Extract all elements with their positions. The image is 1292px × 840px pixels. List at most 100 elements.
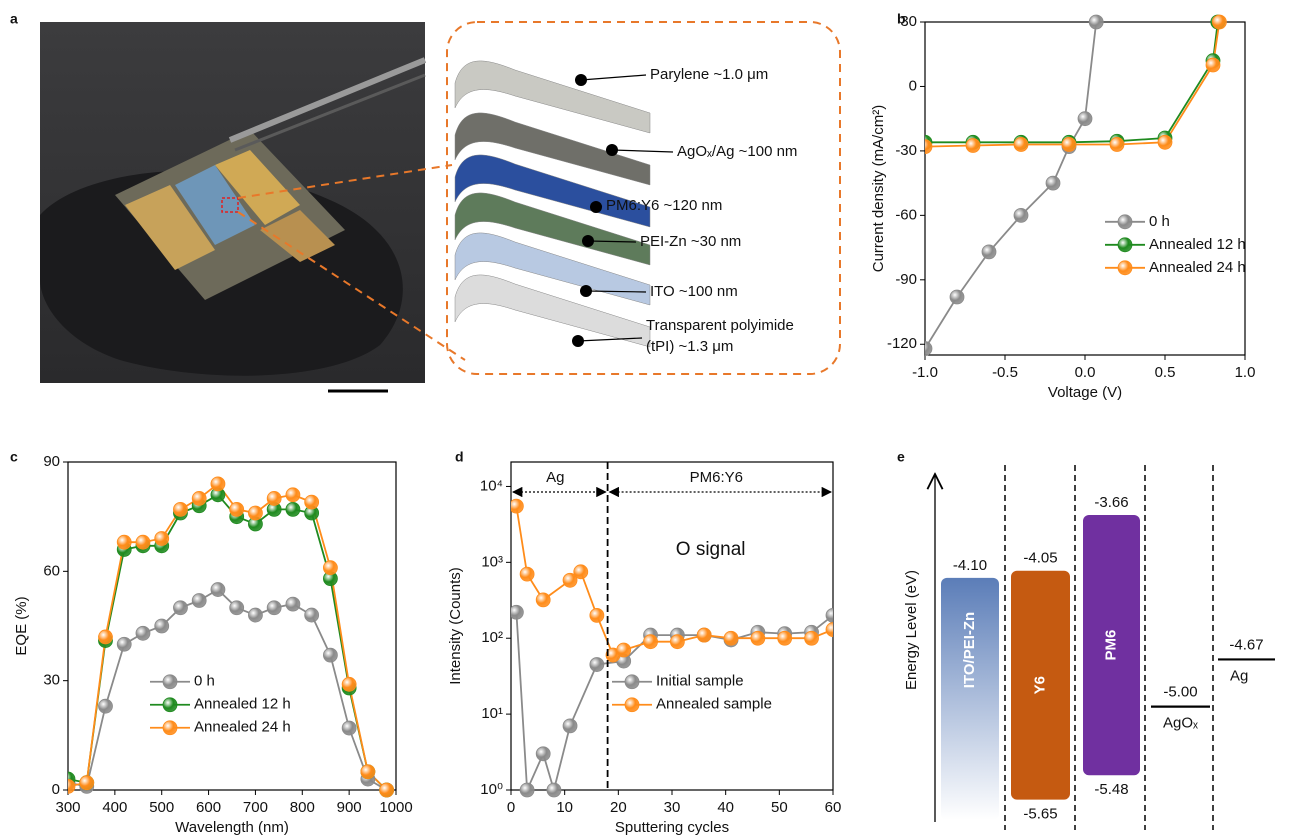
x-tick-label: 40 <box>717 799 734 816</box>
y-tick-label: -90 <box>895 271 917 288</box>
marker <box>136 626 150 640</box>
y-tick-label: 0 <box>909 77 917 94</box>
legend-marker <box>625 675 639 689</box>
series-line <box>68 484 387 790</box>
marker <box>918 140 932 154</box>
series-line <box>925 22 1219 147</box>
marker <box>1078 112 1092 126</box>
x-tick-label: 20 <box>610 799 627 816</box>
plot-area <box>61 477 394 797</box>
y-tick-label: 10² <box>481 629 503 646</box>
marker <box>805 631 819 645</box>
x-tick-label: 10 <box>556 799 573 816</box>
legend-label: Annealed 24 h <box>1149 259 1246 276</box>
layer-label: PEI-Zn ~30 nm <box>640 233 741 250</box>
marker <box>826 608 840 622</box>
plot-area <box>918 15 1226 356</box>
x-tick-label: -1.0 <box>912 364 938 381</box>
y-tick-label: 90 <box>43 453 60 470</box>
legend-label: 0 h <box>1149 213 1170 230</box>
marker <box>1212 15 1226 29</box>
marker <box>950 290 964 304</box>
marker <box>1062 137 1076 151</box>
legend-marker <box>163 698 177 712</box>
y-tick-label: 60 <box>43 562 60 579</box>
legend-marker <box>163 721 177 735</box>
legend-marker <box>163 675 177 689</box>
leader-dot <box>575 74 587 86</box>
y-tick-label: 10³ <box>481 553 503 570</box>
legend-marker <box>1118 215 1132 229</box>
layer-label: Parylene ~1.0 μm <box>650 66 768 83</box>
marker <box>982 245 996 259</box>
x-tick-label: 0.0 <box>1075 364 1096 381</box>
value-label: -5.48 <box>1094 781 1128 798</box>
legend-label: Annealed 24 h <box>194 719 291 736</box>
marker <box>211 583 225 597</box>
marker <box>918 342 932 356</box>
x-tick-label: 500 <box>149 799 174 816</box>
marker <box>547 783 561 797</box>
x-tick-label: 1.0 <box>1235 364 1256 381</box>
marker <box>323 648 337 662</box>
marker <box>305 495 319 509</box>
legend-label: Annealed 12 h <box>194 696 291 713</box>
legend-label: Annealed sample <box>656 696 772 713</box>
marker <box>286 502 300 516</box>
y-axis-label: Current density (mA/cm²) <box>870 105 887 273</box>
y-tick-label: 30 <box>43 672 60 689</box>
layer-label: Transparent polyimide <box>646 317 794 334</box>
x-tick-label: 400 <box>102 799 127 816</box>
marker <box>155 532 169 546</box>
layer-label: (tPI) ~1.3 μm <box>646 338 733 355</box>
marker <box>248 608 262 622</box>
marker <box>305 608 319 622</box>
x-axis-label: Wavelength (nm) <box>175 819 289 836</box>
value-label: -5.65 <box>1023 806 1057 823</box>
bar-name: Y6 <box>1031 676 1048 694</box>
y-tick-label: 0 <box>52 781 60 798</box>
level-name: AgOₓ <box>1163 715 1198 732</box>
leader-line <box>581 75 646 80</box>
marker <box>536 747 550 761</box>
marker <box>966 139 980 153</box>
x-tick-label: 0 <box>507 799 515 816</box>
marker <box>192 491 206 505</box>
value-label: -4.67 <box>1229 636 1263 653</box>
marker <box>211 477 225 491</box>
plot-area <box>509 499 840 797</box>
x-tick-label: 600 <box>196 799 221 816</box>
marker <box>380 783 394 797</box>
series-line <box>925 22 1218 142</box>
marker <box>724 631 738 645</box>
marker <box>61 779 75 793</box>
y-tick-label: -120 <box>887 335 917 352</box>
x-tick-label: 1000 <box>379 799 412 816</box>
marker <box>697 628 711 642</box>
bar-name: PM6 <box>1102 630 1119 661</box>
marker <box>230 601 244 615</box>
marker <box>98 699 112 713</box>
value-label: -3.66 <box>1094 494 1128 511</box>
marker <box>80 776 94 790</box>
marker <box>267 491 281 505</box>
marker <box>1110 137 1124 151</box>
page: {"panel_a": {"label": "a", "layers": [ {… <box>0 0 1292 840</box>
y-tick-label: 10⁴ <box>480 477 503 494</box>
marker <box>590 658 604 672</box>
panel-letter: d <box>455 449 464 465</box>
marker <box>155 619 169 633</box>
x-tick-label: 60 <box>825 799 842 816</box>
marker <box>173 601 187 615</box>
marker <box>286 488 300 502</box>
y-tick-label: -30 <box>895 142 917 159</box>
marker <box>1014 208 1028 222</box>
marker <box>1014 137 1028 151</box>
value-label: -5.00 <box>1163 684 1197 701</box>
marker <box>361 765 375 779</box>
marker <box>574 565 588 579</box>
y-axis-label: EQE (%) <box>13 596 30 655</box>
x-tick-label: 900 <box>337 799 362 816</box>
